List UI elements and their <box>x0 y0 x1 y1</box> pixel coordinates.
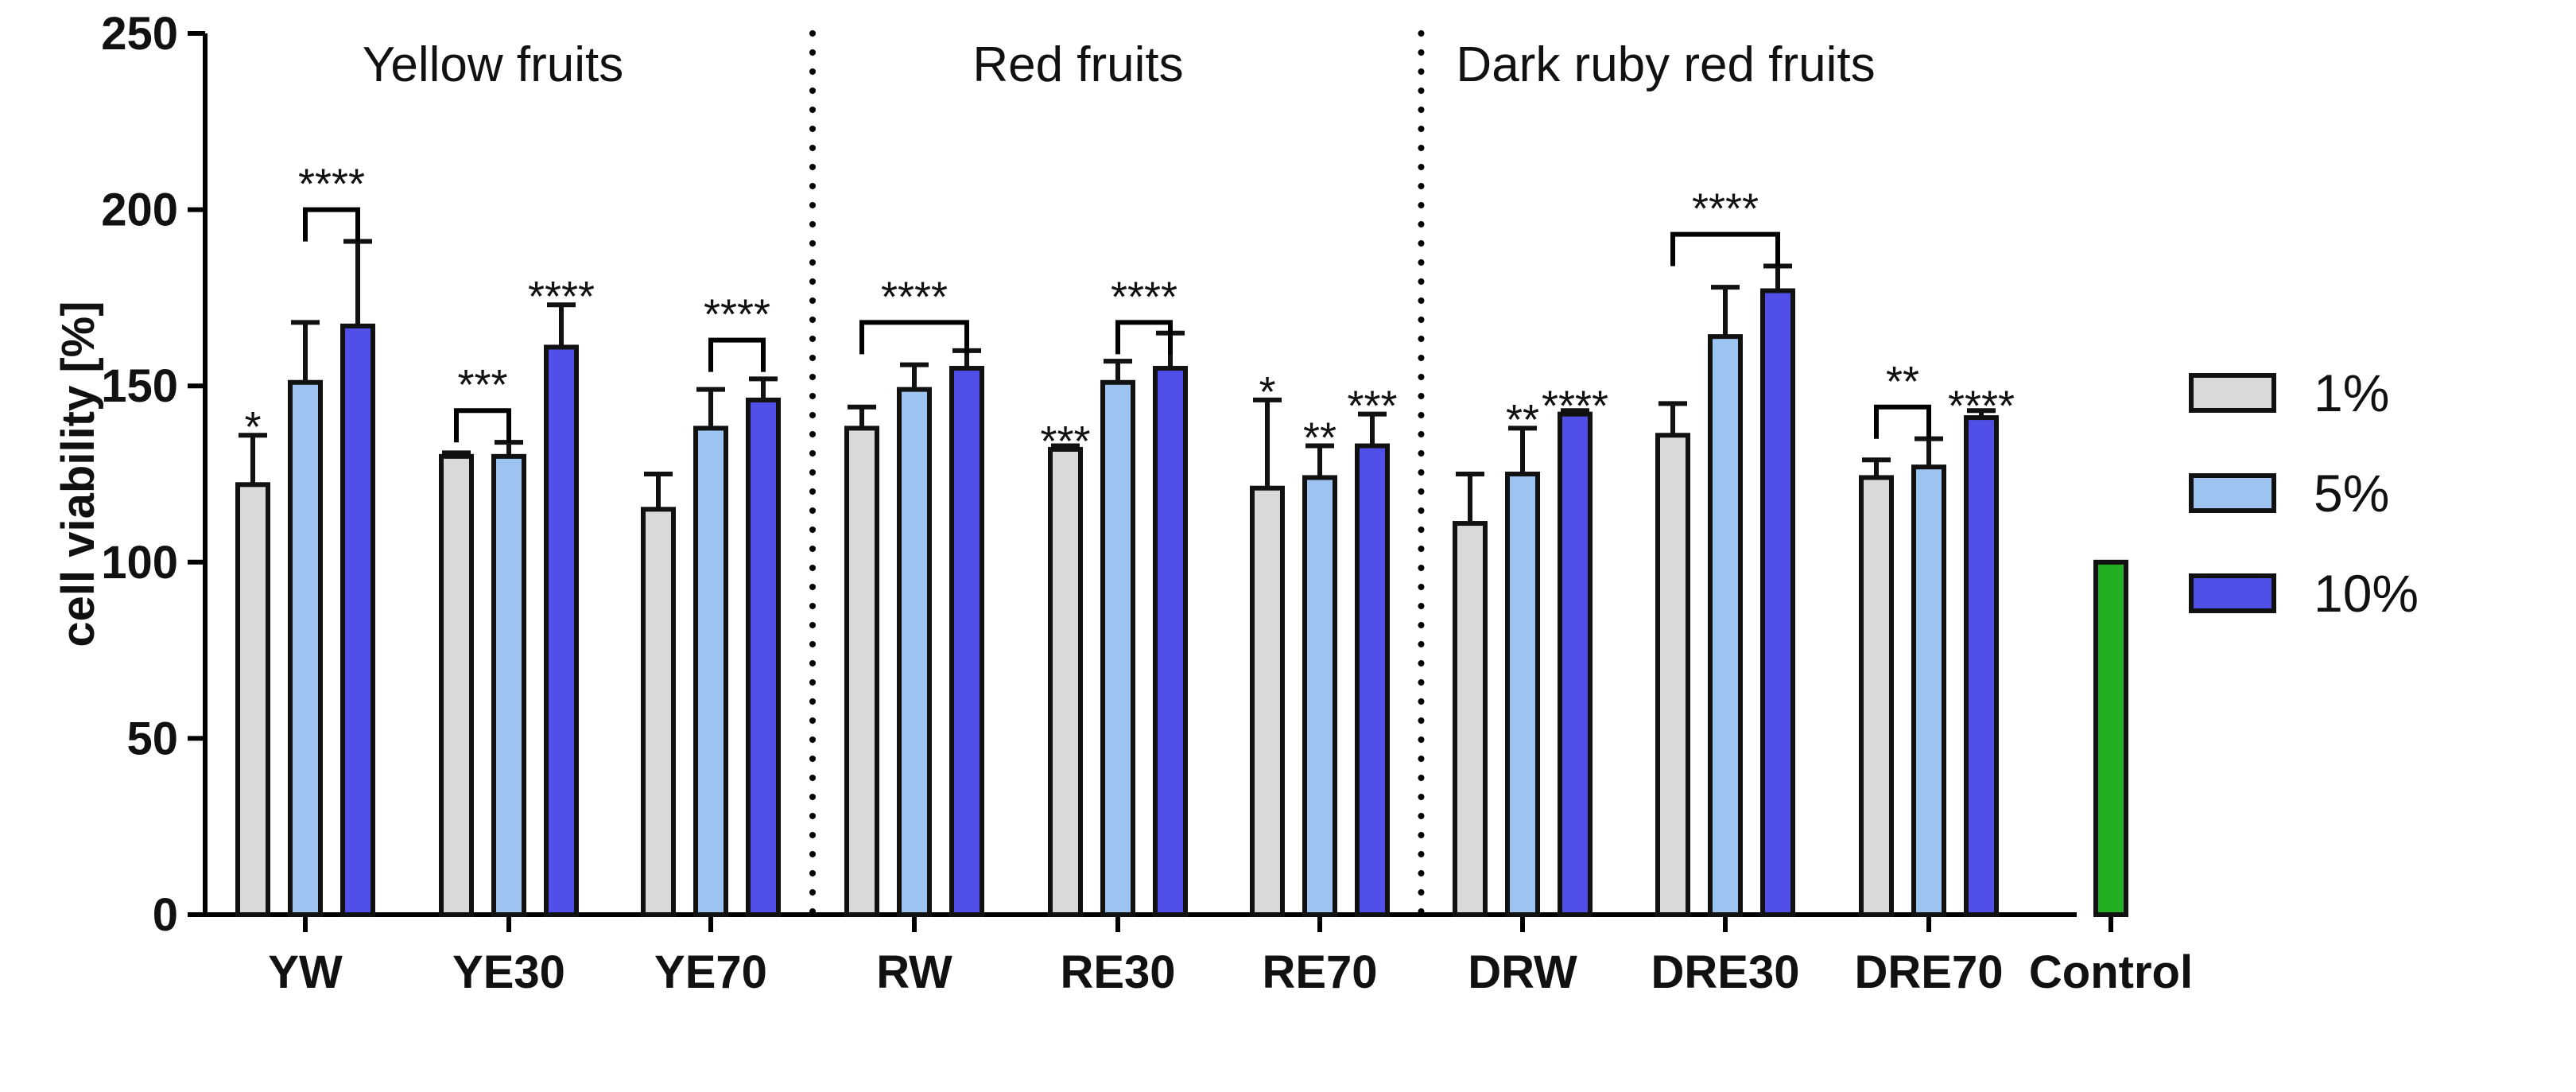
x-tick-label-YW: YW <box>268 946 343 998</box>
significance-bracket-5 <box>708 337 766 372</box>
significance-label-2: **** <box>298 161 365 208</box>
significance-label-8: **** <box>1111 273 1177 321</box>
x-tick-label-RW: RW <box>876 946 952 998</box>
significance-label-4: **** <box>528 273 595 321</box>
bar-DRE70-10pct <box>1964 415 1999 917</box>
x-tick-label-YE70: YE70 <box>654 946 767 998</box>
significance-label-14: **** <box>1692 185 1759 233</box>
x-tick-label-DRE70: DRE70 <box>1855 946 2004 998</box>
x-tick-label-DRW: DRW <box>1468 946 1577 998</box>
significance-label-13: **** <box>1542 382 1608 429</box>
x-tick-label-RE70: RE70 <box>1262 946 1377 998</box>
y-axis-label: cell viability [%] <box>52 301 104 647</box>
significance-bracket-6 <box>859 320 969 355</box>
legend-label-5pct: 5% <box>2314 464 2389 523</box>
significance-bracket-2 <box>303 207 360 242</box>
y-tick-label-0: 0 <box>153 889 178 941</box>
significance-bracket-14 <box>1670 231 1780 266</box>
bar-RE70-5pct <box>1302 475 1337 917</box>
bar-YW-5pct <box>288 379 323 917</box>
x-tick-label-YE30: YE30 <box>452 946 565 998</box>
significance-label-5: **** <box>704 291 770 339</box>
significance-bracket-8 <box>1115 320 1173 355</box>
significance-label-1: * <box>244 403 261 451</box>
bar-YE30-10pct <box>544 344 579 917</box>
bar-YE30-5pct <box>491 453 526 917</box>
significance-label-16: **** <box>1948 382 2015 429</box>
bar-Control <box>2093 559 2128 917</box>
legend-swatch-5pct <box>2189 473 2276 513</box>
x-tick-label-Control: Control <box>2029 946 2193 998</box>
bar-DRE30-10pct <box>1760 288 1795 917</box>
significance-label-11: *** <box>1347 382 1397 429</box>
bar-DRW-5pct <box>1505 472 1540 917</box>
legend-swatch-1pct <box>2189 373 2276 413</box>
bar-YE30-1pct <box>439 453 474 917</box>
legend-swatch-10pct <box>2189 573 2276 613</box>
bar-YE70-5pct <box>693 426 728 917</box>
significance-label-15: ** <box>1886 358 1919 406</box>
bar-DRE30-5pct <box>1708 334 1743 918</box>
y-tick-label-50: 50 <box>126 713 178 764</box>
bar-YE70-1pct <box>641 507 676 917</box>
bar-YW-1pct <box>235 482 270 917</box>
bar-RE70-10pct <box>1355 443 1390 917</box>
bar-RE30-10pct <box>1153 366 1188 918</box>
significance-label-7: *** <box>1040 418 1090 465</box>
legend-label-10pct: 10% <box>2314 564 2419 623</box>
x-tick-label-DRE30: DRE30 <box>1651 946 1800 998</box>
significance-label-10: ** <box>1303 414 1336 461</box>
significance-label-3: *** <box>457 361 507 409</box>
bar-RE30-5pct <box>1100 379 1135 917</box>
bar-YW-10pct <box>340 323 375 917</box>
bar-DRE70-1pct <box>1859 475 1894 917</box>
bar-RW-10pct <box>949 366 984 918</box>
significance-label-9: * <box>1259 368 1275 416</box>
x-tick-label-RE30: RE30 <box>1060 946 1175 998</box>
bar-RE30-1pct <box>1048 446 1083 917</box>
group-label-1: Yellow fruits <box>363 37 624 92</box>
y-tick-label-200: 200 <box>101 185 178 236</box>
bar-RW-5pct <box>897 387 932 917</box>
y-tick-label-100: 100 <box>101 537 178 589</box>
bar-DRW-10pct <box>1558 411 1593 917</box>
legend-label-1pct: 1% <box>2314 363 2389 422</box>
bar-RW-1pct <box>844 426 879 917</box>
bar-DRE70-5pct <box>1911 464 1946 917</box>
group-label-2: Red fruits <box>972 37 1183 92</box>
y-tick-label-250: 250 <box>101 8 178 60</box>
bar-RE70-1pct <box>1250 485 1285 917</box>
significance-bracket-15 <box>1874 404 1931 439</box>
significance-label-6: **** <box>881 273 948 321</box>
group-label-3: Dark ruby red fruits <box>1456 37 1875 92</box>
bar-YE70-10pct <box>746 397 781 918</box>
significance-bracket-3 <box>454 408 511 443</box>
significance-label-12: ** <box>1506 396 1539 444</box>
bar-DRE30-1pct <box>1655 433 1690 917</box>
bar-DRW-1pct <box>1453 521 1488 917</box>
y-tick-label-150: 150 <box>101 360 178 412</box>
